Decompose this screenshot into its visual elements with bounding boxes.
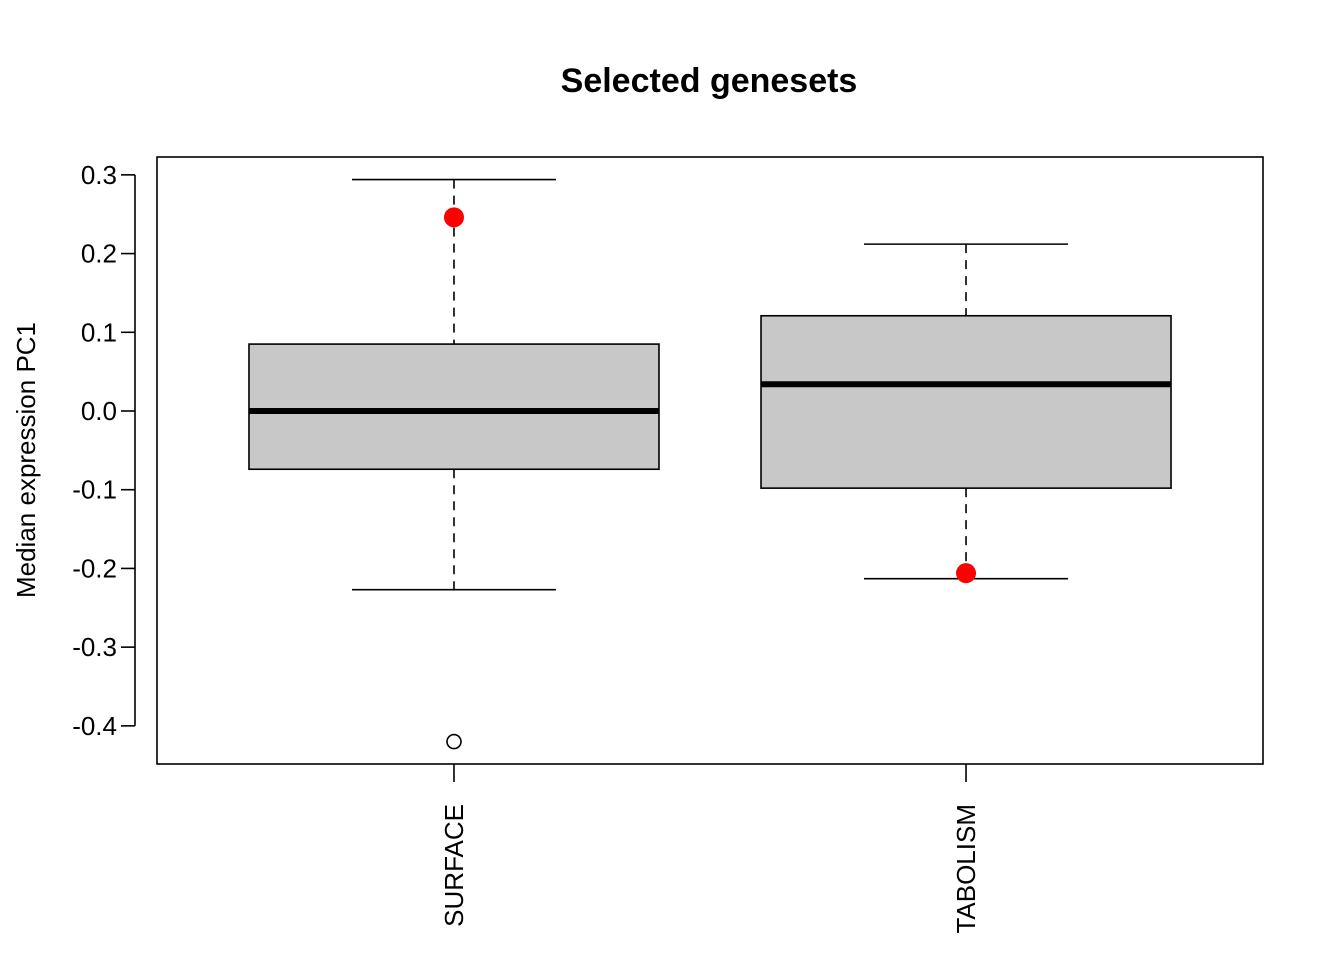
box-surface [248,178,660,750]
y-tick-label: 0.3 [81,160,117,190]
y-tick-label: -0.2 [72,553,117,583]
y-tick-label: 0.0 [81,396,117,426]
y-tick-label: 0.2 [81,239,117,269]
boxes-group [248,178,1172,750]
chart-title: Selected genesets [561,62,858,100]
y-axis: 0.3 0.2 0.1 0.0 -0.1 -0.2 -0.3 -0.4 [72,160,136,741]
y-tick-label: -0.4 [72,711,117,741]
plot-frame [156,156,1264,765]
outlier-point [446,733,462,750]
highlight-point [443,207,464,228]
x-tick-label: SURFACE [439,804,469,927]
y-tick-label: -0.1 [72,475,117,505]
y-tick-label: 0.1 [81,317,117,347]
y-axis-label: Median expression PC1 [11,322,41,598]
x-axis: SURFACE TABOLISM [439,764,981,934]
x-tick-label: TABOLISM [951,804,981,934]
highlight-point [956,563,977,584]
box-tabolism [760,243,1172,584]
iqr-box [760,314,1172,489]
iqr-box [248,343,660,471]
y-tick-label: -0.3 [72,632,117,662]
